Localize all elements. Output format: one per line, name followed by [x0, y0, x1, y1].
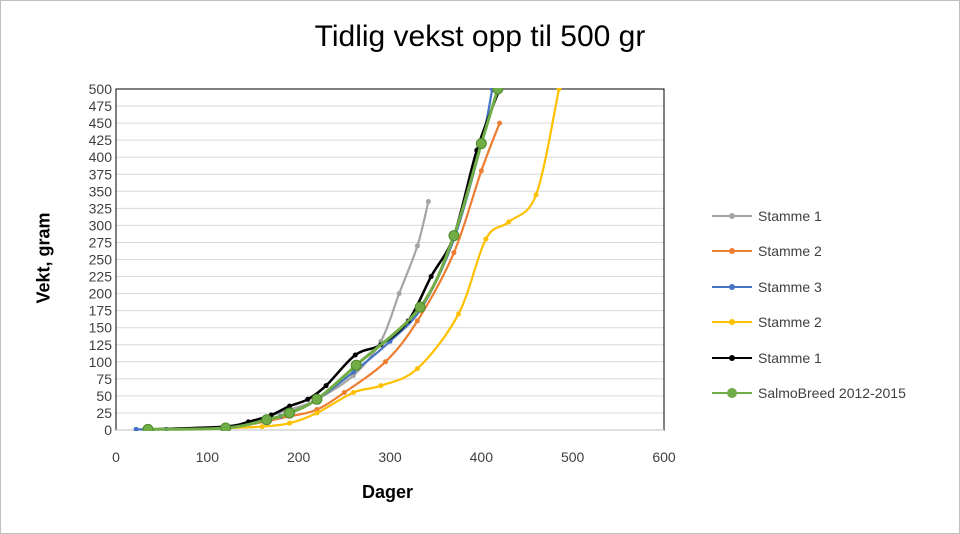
legend-item: Stamme 2: [712, 305, 952, 341]
x-tick-label: 200: [287, 449, 311, 465]
legend-item: Stamme 2: [712, 234, 952, 270]
legend-item: Stamme 1: [712, 198, 952, 234]
x-tick-label: 100: [196, 449, 220, 465]
series-point-1: [396, 291, 402, 297]
y-tick-label: 500: [89, 81, 113, 97]
x-tick-label: 400: [470, 449, 494, 465]
series-point-1: [425, 199, 431, 205]
legend-swatch-marker: [727, 388, 737, 399]
series-point-6: [142, 423, 154, 431]
y-tick-label: 150: [89, 320, 113, 336]
series-point-5: [428, 274, 434, 280]
y-tick-label: 0: [104, 422, 112, 438]
series-point-6: [350, 359, 362, 371]
series-point-2: [414, 318, 420, 324]
y-tick-label: 400: [89, 149, 113, 165]
series-point-5: [323, 383, 329, 389]
y-tick-label: 175: [89, 303, 113, 319]
legend-item: SalmoBreed 2012-2015: [712, 376, 952, 412]
y-tick-label: 200: [89, 286, 113, 302]
series-point-4: [287, 420, 293, 426]
y-tick-label: 275: [89, 234, 113, 250]
legend: Stamme 1 Stamme 2 Stamme 3 Stamme 2 Stamme 1…: [712, 198, 952, 411]
y-tick-label: 375: [89, 166, 113, 182]
legend-label: SalmoBreed 2012-2015: [758, 385, 906, 402]
legend-swatch-marker: [729, 212, 735, 219]
series-point-4: [556, 88, 562, 92]
x-axis-label: Dager: [362, 482, 414, 502]
series-point-6: [311, 393, 323, 405]
series-line-1: [146, 200, 430, 431]
series-point-5: [305, 396, 311, 402]
legend-swatch: [712, 281, 752, 293]
legend-swatch-marker: [729, 248, 735, 255]
series-point-3: [133, 426, 139, 431]
y-tick-label: 475: [89, 98, 113, 114]
series-point-1: [414, 243, 420, 249]
series-point-4: [314, 410, 320, 416]
series-point-2: [341, 389, 347, 395]
legend-label: Stamme 2: [758, 314, 822, 331]
series-point-6: [261, 414, 273, 426]
series-line-6: [146, 88, 500, 431]
series-point-4: [506, 219, 512, 225]
y-tick-label: 325: [89, 200, 113, 216]
legend-swatch-marker: [729, 319, 735, 326]
legend-swatch: [712, 387, 752, 399]
legend-swatch: [712, 245, 752, 257]
series-point-6: [284, 407, 296, 419]
series-point-5: [352, 352, 358, 358]
y-tick-label: 125: [89, 337, 113, 353]
y-tick-label: 100: [89, 354, 113, 370]
legend-swatch: [712, 316, 752, 328]
y-tick-label: 50: [96, 388, 112, 404]
y-tick-label: 250: [89, 252, 113, 268]
legend-swatch-marker: [729, 283, 735, 290]
series-point-6: [448, 230, 460, 242]
x-tick-label: 300: [378, 449, 402, 465]
series-point-4: [456, 311, 461, 317]
series-point-6: [475, 138, 487, 150]
legend-label: Stamme 1: [758, 207, 822, 224]
plot-series: [133, 88, 562, 431]
series-point-4: [533, 192, 539, 198]
series-point-4: [483, 236, 489, 242]
chart-title: Tidlig vekst opp til 500 gr: [314, 20, 646, 53]
y-tick-label: 450: [89, 115, 113, 131]
series-point-6: [414, 301, 426, 313]
x-tick-label: 0: [112, 449, 120, 465]
y-tick-label: 75: [96, 371, 112, 387]
series-point-2: [478, 168, 484, 174]
legend-label: Stamme 2: [758, 243, 822, 260]
series-point-4: [378, 383, 384, 389]
x-tick-label: 500: [561, 449, 585, 465]
series-point-2: [451, 250, 457, 256]
legend-label: Stamme 1: [758, 349, 822, 366]
series-point-2: [497, 120, 503, 126]
y-tick-label: 225: [89, 269, 113, 285]
legend-swatch-marker: [729, 354, 735, 361]
x-tick-label: 600: [652, 449, 676, 465]
series-point-4: [414, 366, 420, 372]
y-tick-label: 425: [89, 132, 113, 148]
y-tick-label: 350: [89, 183, 113, 199]
series-point-6: [220, 422, 232, 431]
series-point-2: [382, 359, 388, 365]
series-point-5: [287, 403, 293, 409]
y-tick-label: 25: [96, 405, 112, 421]
legend-item: Stamme 3: [712, 269, 952, 305]
series-point-4: [350, 389, 356, 395]
x-tick-labels: 0 100 200 300 400 500 600: [112, 449, 676, 465]
legend-swatch: [712, 352, 752, 364]
legend-swatch: [712, 210, 752, 222]
legend-label: Stamme 3: [758, 278, 822, 295]
legend-item: Stamme 1: [712, 340, 952, 376]
series-point-4: [259, 424, 265, 430]
y-tick-label: 300: [89, 217, 113, 233]
series-point-6: [492, 88, 504, 95]
gridlines: [115, 88, 665, 431]
